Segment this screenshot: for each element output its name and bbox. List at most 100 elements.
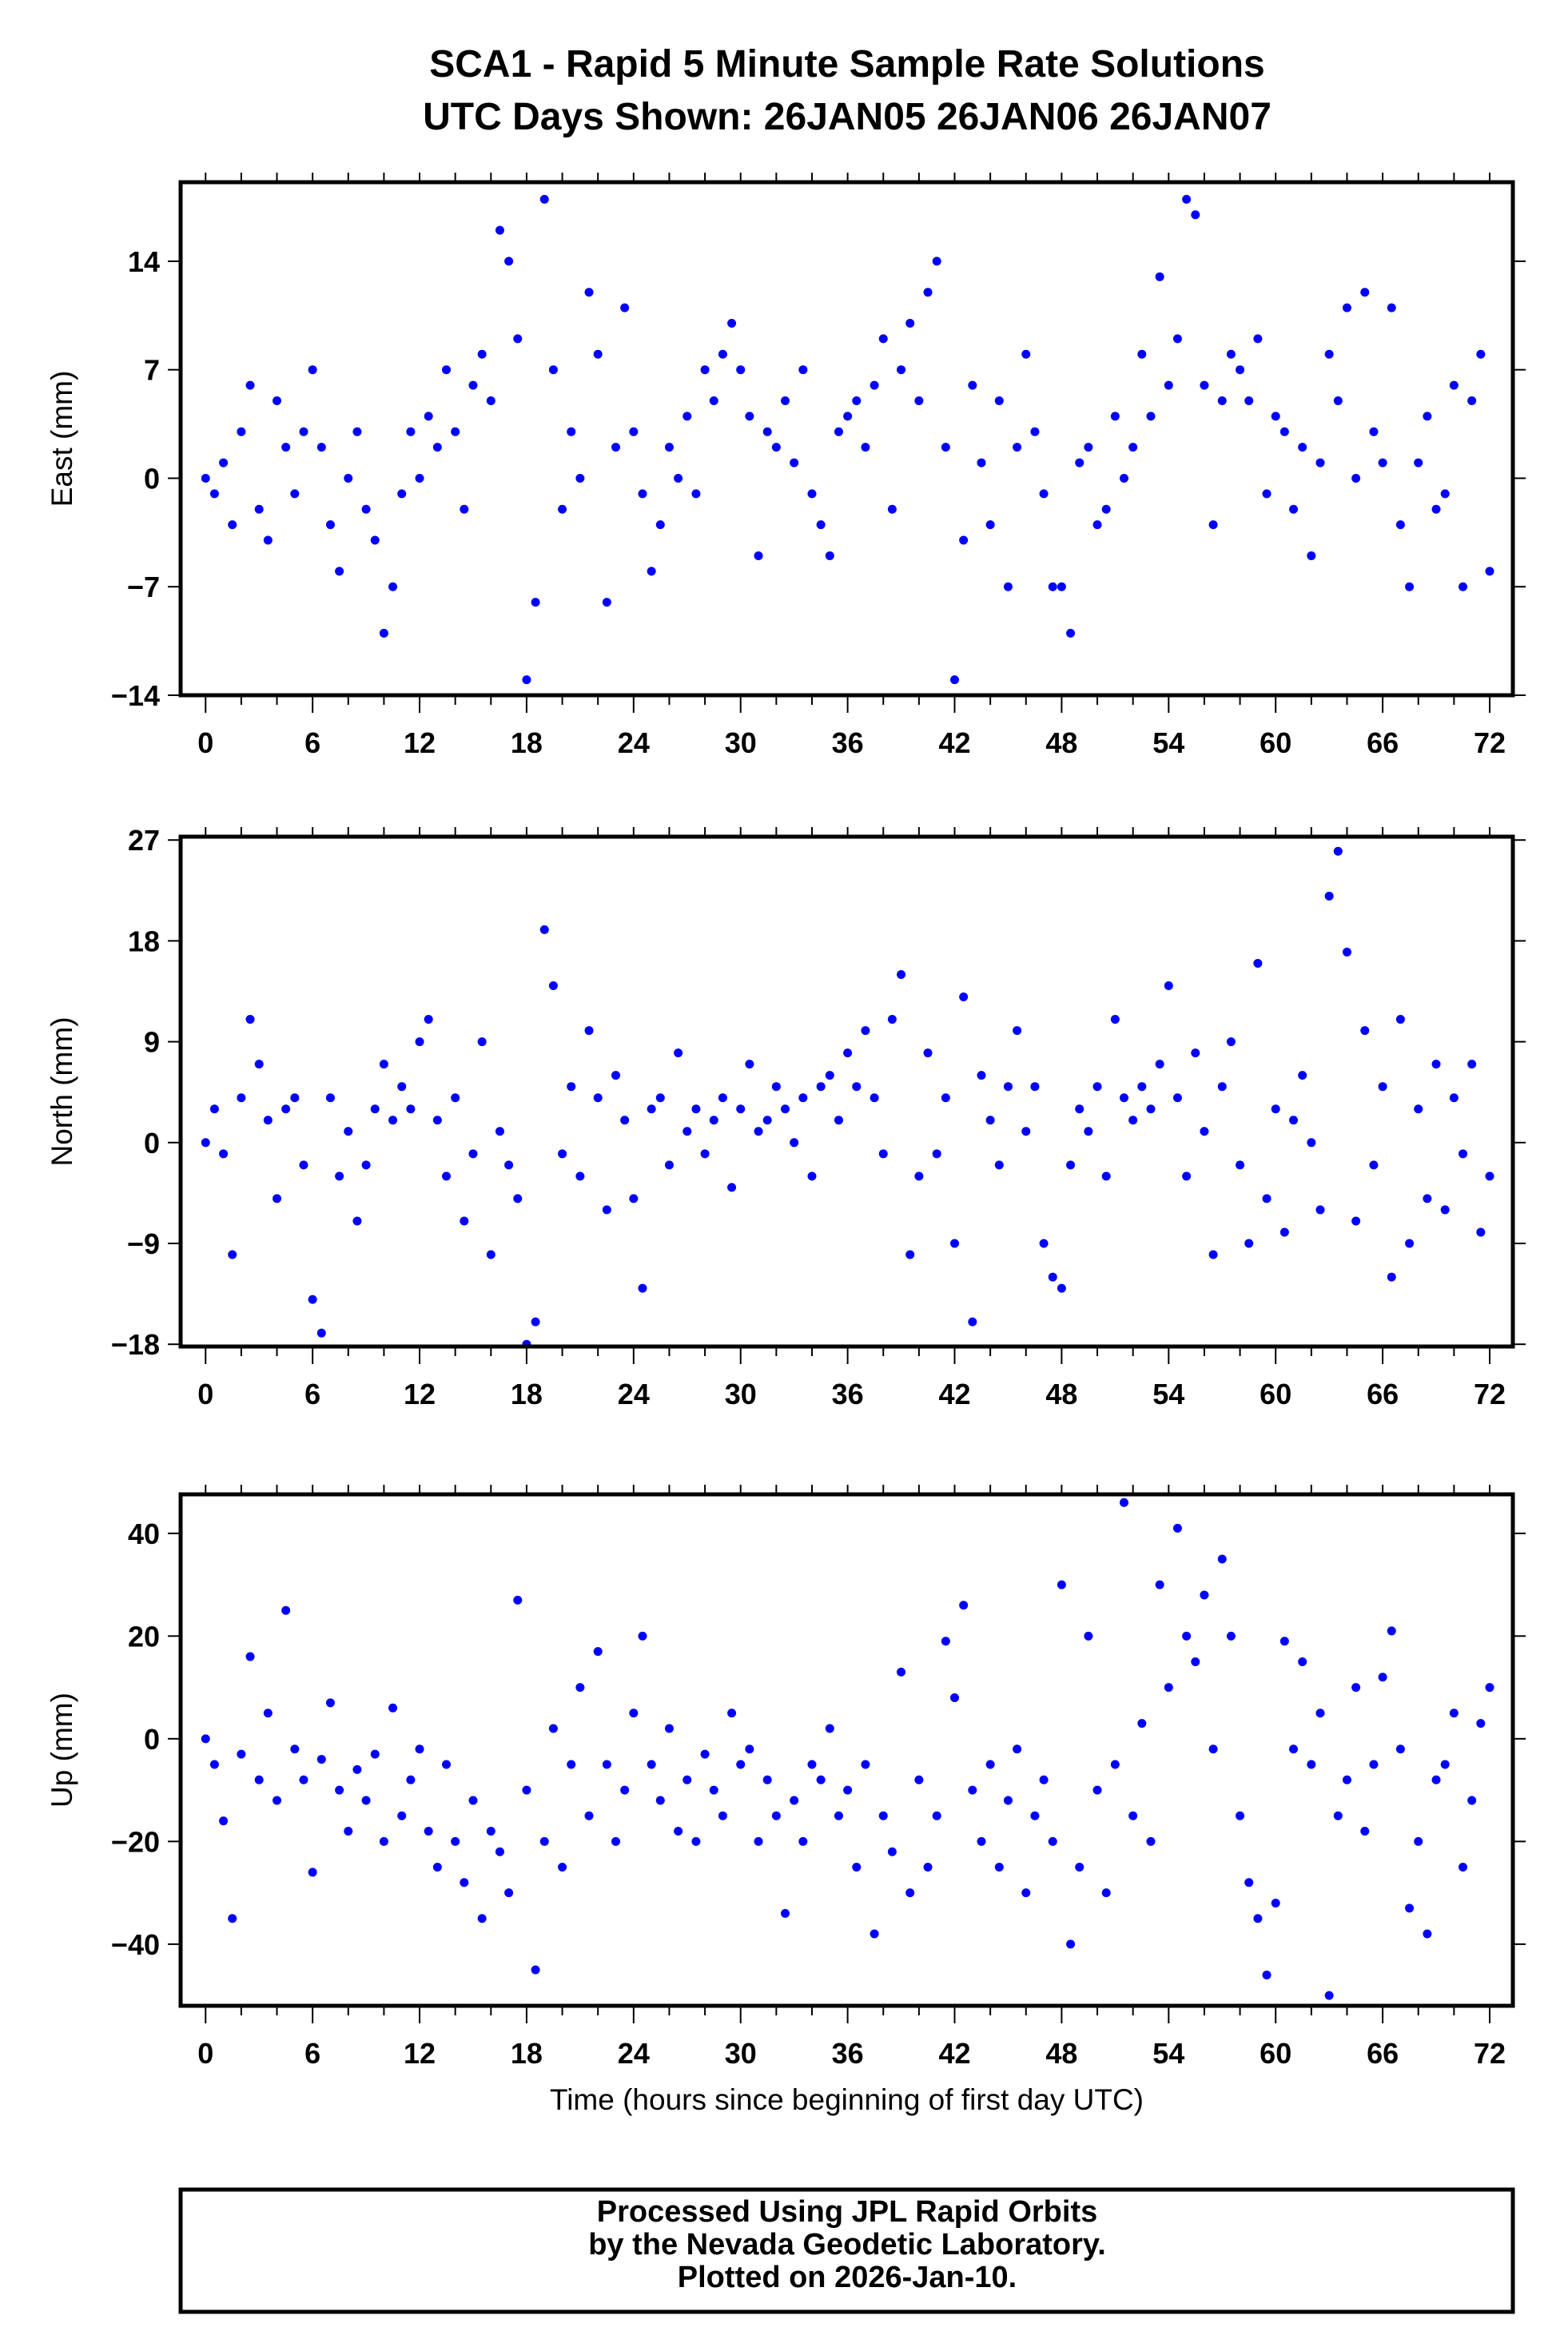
data-point <box>1013 1026 1022 1036</box>
data-point <box>798 365 808 375</box>
data-point <box>477 1037 487 1047</box>
data-point <box>781 1908 790 1918</box>
data-point <box>1360 288 1370 297</box>
data-point <box>977 1836 986 1846</box>
data-point <box>584 1811 594 1820</box>
data-point <box>1289 1116 1299 1125</box>
data-point <box>1378 1673 1387 1682</box>
data-point <box>477 349 487 359</box>
data-point <box>1262 489 1272 499</box>
data-point <box>1120 1093 1129 1103</box>
data-point <box>620 1785 630 1795</box>
data-point <box>1298 1071 1307 1080</box>
data-point <box>807 489 817 499</box>
data-point <box>1315 458 1325 467</box>
data-point <box>228 1250 237 1259</box>
data-point <box>495 1847 504 1856</box>
data-point <box>1164 1683 1173 1693</box>
data-point <box>870 380 879 390</box>
data-point <box>1003 1796 1013 1805</box>
data-point <box>745 1060 754 1069</box>
x-tick-label: 24 <box>618 1378 650 1410</box>
data-point <box>1459 1149 1468 1159</box>
data-point <box>1217 1554 1227 1564</box>
data-point <box>852 1082 862 1092</box>
data-point <box>1128 443 1138 452</box>
data-point <box>548 981 558 990</box>
x-tick-label: 54 <box>1152 1378 1184 1410</box>
data-point <box>1013 1744 1022 1754</box>
data-point <box>308 1295 317 1304</box>
data-point <box>1298 1657 1307 1666</box>
data-point <box>754 1836 763 1846</box>
x-tick-label: 24 <box>618 2037 650 2070</box>
data-point <box>1351 1216 1361 1226</box>
data-point <box>762 1775 772 1784</box>
data-point <box>718 349 727 359</box>
data-point <box>352 427 362 436</box>
data-point <box>504 257 514 266</box>
data-point <box>415 1744 424 1754</box>
x-tick-label: 72 <box>1474 726 1506 759</box>
data-point <box>1476 349 1486 359</box>
data-point <box>1226 349 1236 359</box>
data-point <box>664 1724 674 1733</box>
data-point <box>219 1816 229 1826</box>
y-tick-label: 14 <box>128 245 160 278</box>
data-point <box>1039 489 1049 499</box>
data-point <box>959 993 969 1002</box>
data-point <box>299 427 308 436</box>
data-point <box>1459 1863 1468 1872</box>
data-point <box>1369 1760 1379 1769</box>
plot-frame <box>178 1492 1515 2008</box>
data-point <box>1387 1272 1396 1282</box>
data-point <box>1485 567 1494 576</box>
x-tick-label: 36 <box>832 726 864 759</box>
data-point <box>245 1652 255 1661</box>
y-tick-label: 18 <box>128 925 160 957</box>
data-point <box>1307 1760 1316 1769</box>
data-point <box>923 1863 933 1872</box>
plot-frame <box>178 834 1515 1349</box>
data-point <box>1423 412 1432 421</box>
data-point <box>691 489 701 499</box>
data-point <box>727 319 737 328</box>
data-point <box>1405 582 1415 591</box>
x-tick-label: 6 <box>304 1378 320 1410</box>
data-point <box>1369 1160 1379 1170</box>
x-tick-label: 66 <box>1367 2037 1399 2070</box>
data-point <box>1279 1227 1289 1237</box>
data-point <box>209 1104 219 1114</box>
data-point <box>273 396 282 405</box>
data-point <box>424 1827 433 1836</box>
x-tick-label: 54 <box>1152 726 1184 759</box>
data-point <box>1030 1082 1040 1092</box>
data-point <box>1030 1811 1040 1820</box>
data-point <box>201 1138 210 1148</box>
data-point <box>1324 891 1334 901</box>
data-point <box>914 1172 924 1181</box>
data-point <box>1423 1929 1432 1939</box>
data-point <box>237 1749 246 1759</box>
data-point <box>887 504 897 514</box>
data-point <box>816 1082 826 1092</box>
data-point <box>593 1093 603 1103</box>
data-point <box>771 1811 781 1820</box>
data-point <box>397 1082 407 1092</box>
data-point <box>1021 1888 1031 1898</box>
data-point <box>1137 349 1147 359</box>
data-point <box>1333 1811 1343 1820</box>
data-point <box>1324 1991 1334 2000</box>
data-point <box>370 535 380 545</box>
data-point <box>700 1749 710 1759</box>
data-point <box>727 1183 737 1192</box>
data-point <box>1369 427 1379 436</box>
data-point <box>1200 380 1209 390</box>
data-point <box>1208 1250 1218 1259</box>
data-point <box>807 1760 817 1769</box>
data-point <box>513 1595 523 1605</box>
data-point <box>228 1914 237 1923</box>
data-point <box>602 1760 611 1769</box>
data-point <box>700 365 710 375</box>
